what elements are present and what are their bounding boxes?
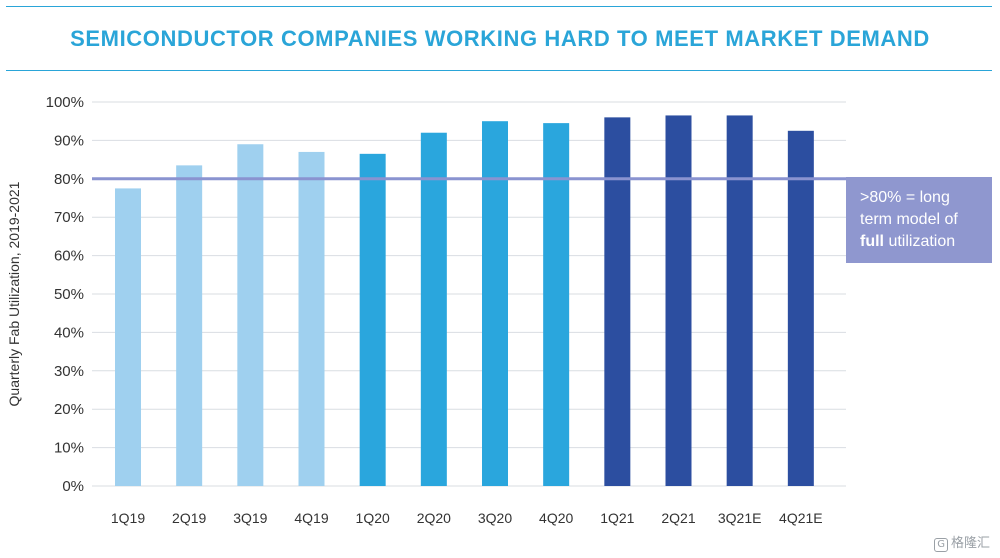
bar xyxy=(298,151,325,487)
bar xyxy=(482,121,508,486)
callout-bold: full xyxy=(860,233,884,250)
y-tick-label: 70% xyxy=(54,209,84,226)
bar xyxy=(665,115,692,486)
y-tick-label: 0% xyxy=(62,478,84,495)
y-tick-label: 20% xyxy=(54,401,84,418)
x-tick-label: 2Q19 xyxy=(172,510,206,526)
y-tick-label: 50% xyxy=(54,286,84,303)
bar xyxy=(787,130,814,487)
watermark-text: 格隆汇 xyxy=(950,536,990,551)
y-tick-label: 10% xyxy=(54,440,84,457)
x-tick-label: 2Q20 xyxy=(417,510,451,526)
x-tick-label: 3Q19 xyxy=(233,510,267,526)
top-rule xyxy=(6,6,992,7)
chart-title: SEMICONDUCTOR COMPANIES WORKING HARD TO … xyxy=(70,26,930,51)
callout-line-2: term model of xyxy=(860,211,958,228)
x-tick-label: 1Q19 xyxy=(111,510,145,526)
bar xyxy=(420,132,447,486)
x-tick-label: 4Q19 xyxy=(294,510,328,526)
y-tick-label: 80% xyxy=(54,171,84,188)
utilization-callout: >80% = long term model of full utilizati… xyxy=(846,177,992,263)
bar xyxy=(726,115,753,486)
x-tick-label: 3Q20 xyxy=(478,510,512,526)
x-tick-label: 3Q21E xyxy=(718,510,762,526)
x-tick-label: 2Q21 xyxy=(661,510,695,526)
bar xyxy=(237,144,264,487)
y-tick-label: 40% xyxy=(54,324,84,341)
watermark-logo-icon: G xyxy=(934,538,948,552)
x-tick-label: 1Q20 xyxy=(356,510,390,526)
y-tick-label: 60% xyxy=(54,248,84,265)
watermark: G 格隆汇 xyxy=(934,532,990,552)
callout-line-1: >80% = long xyxy=(860,189,950,206)
y-tick-label: 90% xyxy=(54,132,84,149)
y-axis-title: Quarterly Fab Utilization, 2019-2021 xyxy=(6,181,22,406)
x-tick-label: 4Q21E xyxy=(779,510,823,526)
x-tick-label: 4Q20 xyxy=(539,510,573,526)
bar xyxy=(176,165,203,487)
bar xyxy=(604,117,631,487)
x-tick-label: 1Q21 xyxy=(600,510,634,526)
bar xyxy=(359,153,386,486)
bar xyxy=(115,188,141,486)
title-rule xyxy=(6,70,992,71)
y-tick-label: 100% xyxy=(46,94,84,111)
callout-line-3: full utilization xyxy=(860,231,982,253)
callout-rest: utilization xyxy=(884,233,956,250)
bar xyxy=(543,123,570,487)
y-tick-label: 30% xyxy=(54,363,84,380)
